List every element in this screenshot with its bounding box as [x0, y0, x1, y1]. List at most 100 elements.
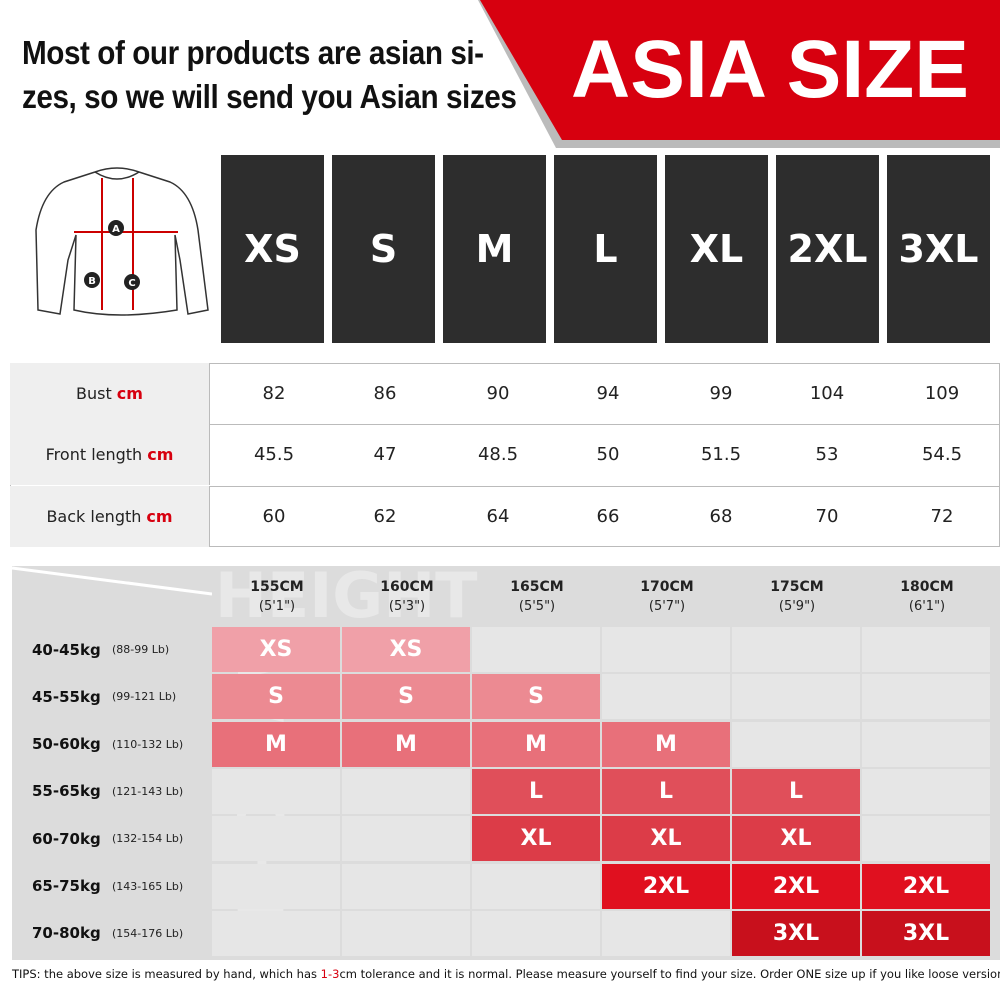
label-text: cm — [147, 445, 174, 465]
size-cell: L — [472, 768, 600, 814]
height-cm: 155CM — [250, 579, 304, 595]
size-cell: 3XL — [862, 910, 990, 956]
size-cell: S — [342, 674, 470, 720]
label-text: Back length — [46, 506, 142, 526]
marker: B — [88, 276, 96, 287]
empty-cell — [862, 627, 990, 672]
size-cell: 2XL — [862, 863, 990, 909]
measure-value: 60 — [262, 505, 286, 527]
weight-kg: 70-80kg — [32, 924, 101, 943]
row-line — [10, 424, 1000, 426]
size-cell: XS — [212, 627, 340, 672]
empty-cell — [862, 816, 990, 862]
size-cell: 3XL — [732, 910, 860, 956]
tips-text: cm tolerance and it is normal. Please me… — [339, 967, 1000, 981]
size-cell: XS — [342, 627, 470, 672]
measure-value: 47 — [373, 444, 397, 466]
size-cell: 2XL — [602, 863, 730, 909]
empty-cell — [862, 721, 990, 767]
tips-text: TIPS: the above size is measured by hand… — [12, 967, 321, 981]
size-cell: M — [472, 721, 600, 767]
height-cm: 175CM — [770, 579, 824, 595]
size-cell: S — [212, 674, 340, 720]
measure-value: 62 — [373, 505, 397, 527]
measure-value: 51.5 — [700, 444, 742, 466]
empty-cell — [602, 674, 730, 720]
height-ft: (5'1") — [258, 598, 296, 614]
weight-lb: (143-165 Lb) — [112, 879, 184, 893]
banner-bg — [478, 0, 1000, 148]
empty-cell — [472, 627, 600, 672]
height-ft: (5'5") — [518, 598, 556, 614]
size-box: 2XL — [776, 155, 879, 343]
empty-cell — [862, 768, 990, 814]
empty-cell — [342, 863, 470, 909]
size-cell: M — [602, 721, 730, 767]
height-cm: 170CM — [640, 579, 694, 595]
weight-kg: 40-45kg — [32, 640, 101, 659]
size-cell: XL — [472, 816, 600, 862]
height-ft: (5'7") — [648, 598, 686, 614]
measure-value: 90 — [486, 383, 510, 404]
tips: TIPS: the above size is measured by hand… — [12, 967, 1000, 981]
weight-kg: 65-75kg — [32, 877, 101, 895]
height-ft: (5'3") — [388, 598, 426, 614]
size-box: S — [332, 155, 435, 343]
measure-value: 99 — [709, 383, 733, 404]
measure-value: 64 — [486, 505, 510, 527]
marker: A — [112, 224, 120, 235]
measure-value: 48.5 — [477, 444, 519, 466]
measure-value: 82 — [262, 383, 286, 404]
size-cell: XL — [602, 816, 730, 862]
measure-value: 94 — [596, 383, 620, 404]
jacket-diagram: A B C — [35, 167, 209, 316]
measure-value: 54.5 — [921, 444, 963, 466]
measure-value: 86 — [373, 383, 397, 404]
empty-cell — [212, 910, 340, 956]
empty-cell — [342, 816, 470, 862]
empty-cell — [732, 674, 860, 720]
row-label: Front length cm — [10, 424, 210, 486]
empty-cell — [602, 627, 730, 672]
label-text: cm — [116, 384, 143, 403]
weight-lb: (132-154 Lb) — [112, 832, 184, 846]
label-text: cm — [146, 506, 173, 526]
empty-cell — [732, 721, 860, 767]
height-cm: 165CM — [510, 579, 564, 595]
size-cell: L — [602, 768, 730, 814]
label-text: Bust — [76, 384, 112, 403]
row-line — [10, 485, 1000, 487]
height-cm: 160CM — [380, 579, 434, 595]
size-box: XL — [665, 155, 768, 343]
size-box: XS — [221, 155, 324, 343]
size-cell: L — [732, 768, 860, 814]
empty-cell — [212, 816, 340, 862]
header-line: zes, so we will send you Asian sizes — [22, 78, 517, 115]
empty-cell — [862, 674, 990, 720]
measure-value: 72 — [930, 505, 954, 527]
measure-value: 66 — [596, 505, 620, 527]
height-ft: (6'1") — [908, 598, 946, 614]
empty-cell — [342, 768, 470, 814]
size-cell: XL — [732, 816, 860, 862]
diagonal — [12, 566, 212, 596]
watermark: HEIGHT — [215, 558, 478, 632]
measure-value: 50 — [596, 444, 620, 466]
weight-lb: (99-121 Lb) — [112, 690, 177, 704]
empty-cell — [472, 863, 600, 909]
row-label: Bust cm — [10, 363, 210, 424]
weight-kg: 50-60kg — [32, 735, 101, 754]
size-cell: M — [342, 721, 470, 767]
weight-lb: (121-143 Lb) — [112, 784, 184, 798]
marker: C — [128, 278, 135, 289]
label-text: Front length — [45, 445, 143, 465]
row-label: Back length cm — [10, 485, 210, 547]
size-box: L — [554, 155, 657, 343]
measure-value: 53 — [815, 444, 839, 466]
size-box: M — [443, 155, 546, 343]
banner-title: ASIA SIZE — [571, 24, 969, 115]
measure-value: 68 — [709, 505, 733, 527]
weight-lb: (154-176 Lb) — [112, 926, 184, 940]
tips-highlight: 1-3 — [320, 967, 340, 981]
